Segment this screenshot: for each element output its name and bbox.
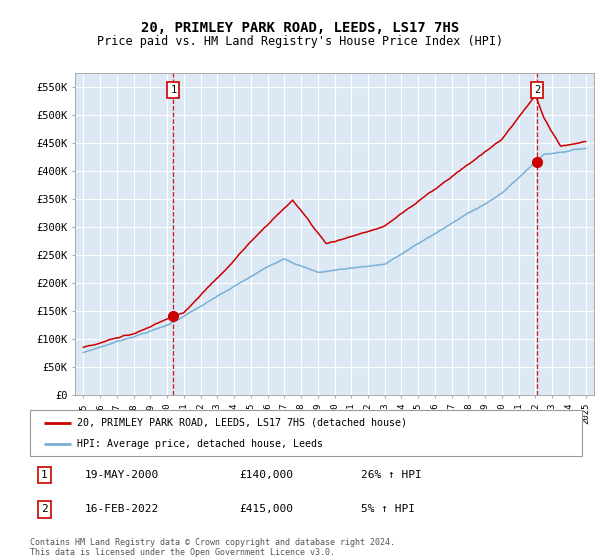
Text: 1: 1 <box>41 470 48 480</box>
Text: 2: 2 <box>41 505 48 515</box>
Text: Contains HM Land Registry data © Crown copyright and database right 2024.
This d: Contains HM Land Registry data © Crown c… <box>30 538 395 557</box>
Text: 1: 1 <box>170 85 176 95</box>
Text: 26% ↑ HPI: 26% ↑ HPI <box>361 470 422 480</box>
Text: 16-FEB-2022: 16-FEB-2022 <box>85 505 160 515</box>
FancyBboxPatch shape <box>30 410 582 456</box>
Text: Price paid vs. HM Land Registry's House Price Index (HPI): Price paid vs. HM Land Registry's House … <box>97 35 503 48</box>
Text: 19-MAY-2000: 19-MAY-2000 <box>85 470 160 480</box>
Text: £415,000: £415,000 <box>240 505 294 515</box>
Text: £140,000: £140,000 <box>240 470 294 480</box>
Text: 20, PRIMLEY PARK ROAD, LEEDS, LS17 7HS: 20, PRIMLEY PARK ROAD, LEEDS, LS17 7HS <box>141 21 459 35</box>
Text: HPI: Average price, detached house, Leeds: HPI: Average price, detached house, Leed… <box>77 439 323 449</box>
Text: 20, PRIMLEY PARK ROAD, LEEDS, LS17 7HS (detached house): 20, PRIMLEY PARK ROAD, LEEDS, LS17 7HS (… <box>77 418 407 428</box>
Text: 5% ↑ HPI: 5% ↑ HPI <box>361 505 415 515</box>
Text: 2: 2 <box>534 85 541 95</box>
